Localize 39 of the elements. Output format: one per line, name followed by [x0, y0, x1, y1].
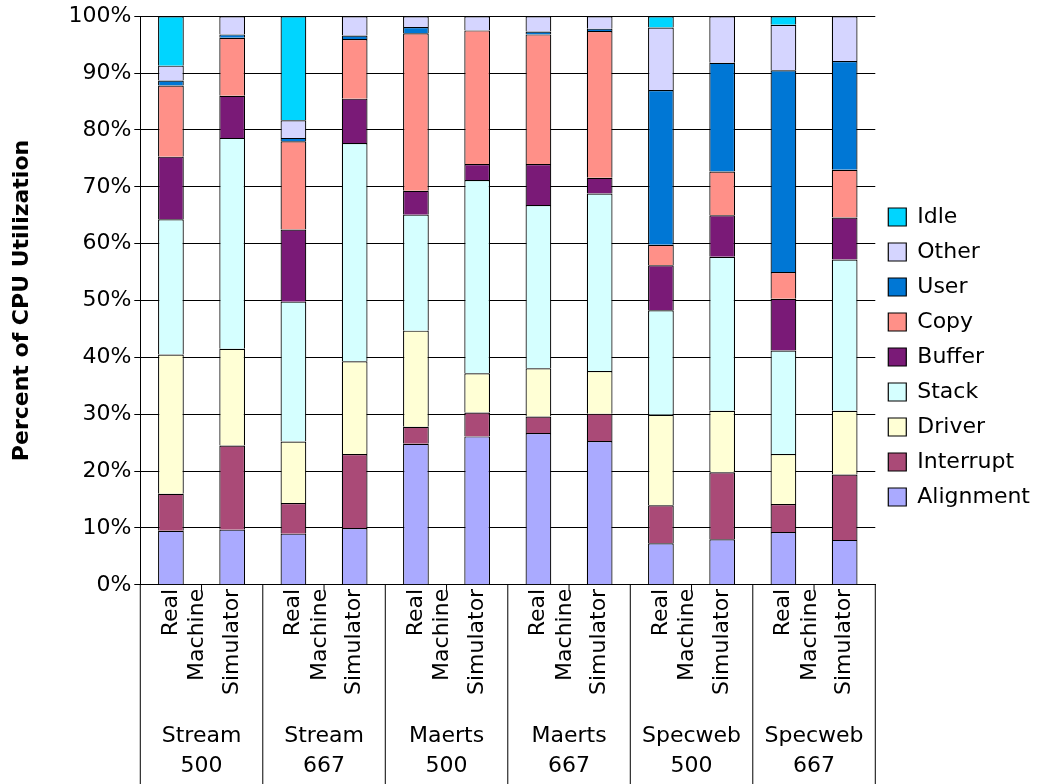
y-tick-label: 20%	[82, 456, 132, 482]
y-tick-label: 100%	[68, 1, 132, 27]
text: Stream 500	[161, 721, 242, 777]
x-tick-label: Simulator	[830, 587, 856, 696]
y-axis-title: Percent of CPU Utilization	[7, 139, 33, 462]
y-tick-label: 60%	[82, 229, 132, 255]
legend-label: User	[917, 272, 969, 298]
text: Specweb 500	[642, 721, 742, 777]
x-tick-label: Real Machine	[279, 588, 331, 681]
x-tick-label: Real Machine	[769, 588, 821, 681]
legend-label: Alignment	[917, 482, 1031, 508]
legend-label: Interrupt	[917, 447, 1015, 473]
y-tick-label: 10%	[82, 513, 132, 539]
text: Maerts 667	[531, 721, 607, 777]
legend-label: Copy	[917, 307, 974, 333]
y-tick-label: 80%	[82, 115, 132, 141]
x-tick-label: Simulator	[462, 587, 488, 696]
x-tick-label: Real Machine	[156, 588, 209, 681]
text: Specweb 667	[764, 721, 864, 777]
y-tick-label: 40%	[82, 343, 132, 369]
y-tick-label: 0%	[96, 570, 132, 596]
y-tick-label: 30%	[82, 399, 132, 425]
x-tick-label: Real Machine	[524, 588, 576, 681]
legend-label: Buffer	[917, 342, 986, 368]
x-tick-label: Simulator	[707, 587, 733, 696]
legend-label: Stack	[917, 377, 979, 403]
x-tick-label: Real Machine	[401, 588, 454, 681]
text: Stream 667	[284, 721, 364, 777]
text: Maerts 500	[408, 721, 485, 777]
legend-label: Other	[917, 237, 981, 263]
x-tick-label: Simulator	[217, 587, 243, 696]
legend-label: Driver	[917, 412, 986, 438]
y-tick-label: 70%	[82, 172, 132, 198]
y-tick-label: 90%	[82, 58, 132, 84]
x-tick-label: Simulator	[340, 587, 366, 696]
x-tick-label: Simulator	[585, 587, 611, 696]
x-tick-label: Real Machine	[646, 588, 699, 681]
legend-label: Idle	[917, 202, 958, 228]
y-tick-label: 50%	[82, 286, 132, 312]
